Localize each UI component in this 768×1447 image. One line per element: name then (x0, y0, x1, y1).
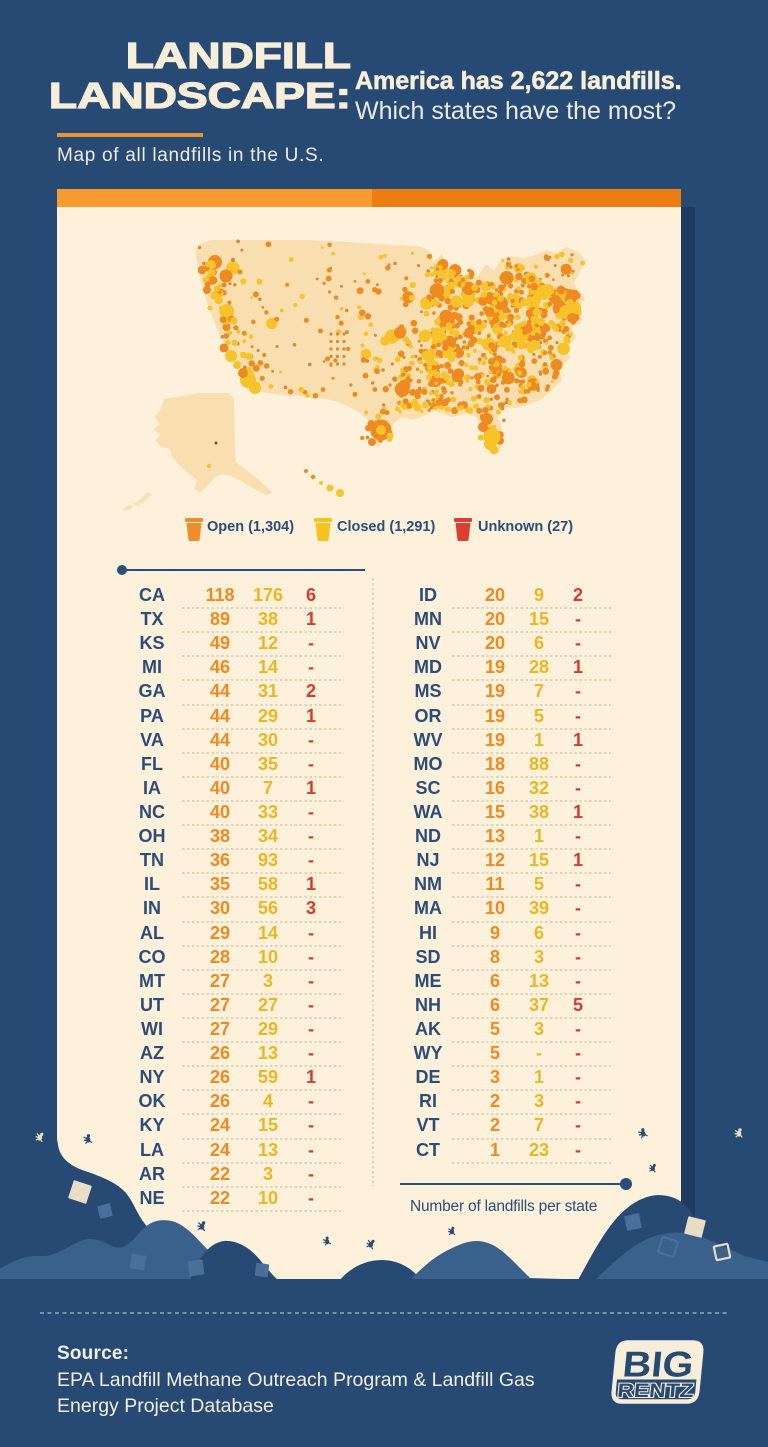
svg-text:BIG: BIG (621, 1344, 696, 1384)
svg-text:RENTZ: RENTZ (616, 1379, 694, 1401)
